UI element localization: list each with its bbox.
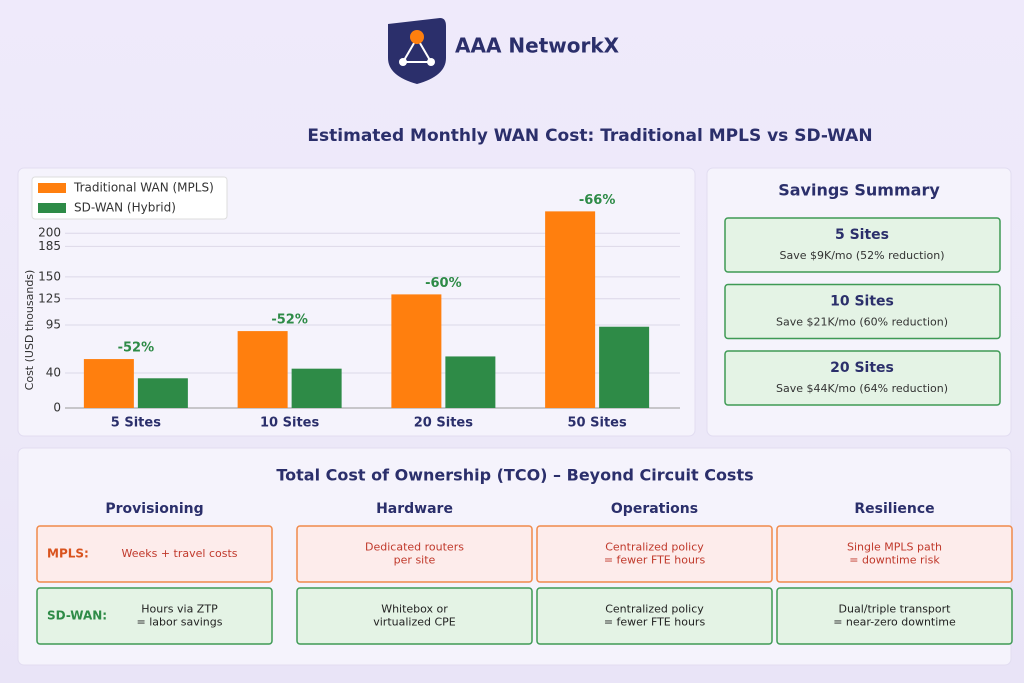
tco-box	[776, 587, 1013, 645]
tco-box	[36, 525, 273, 583]
tco-heading: Operations	[611, 501, 698, 517]
bar	[599, 326, 650, 408]
tco-text: virtualized CPE	[373, 616, 456, 629]
logo	[388, 18, 446, 84]
summary-item-text: Save $9K/mo (52% reduction)	[779, 249, 944, 262]
tco-text: Centralized policy	[605, 541, 704, 554]
summary-box	[724, 350, 1001, 406]
x-tick-label: 10 Sites	[260, 416, 319, 431]
tco-title: Total Cost of Ownership (TCO) – Beyond C…	[276, 466, 753, 485]
legend-swatch	[38, 183, 66, 193]
annotation: -66%	[579, 193, 616, 208]
tco-row-label: MPLS:	[47, 547, 89, 561]
bar	[545, 211, 596, 408]
y-tick-label: 200	[38, 226, 61, 240]
tco-text: = fewer FTE hours	[604, 616, 706, 629]
card	[17, 167, 696, 437]
tco-heading: Resilience	[854, 501, 934, 517]
legend-label: Traditional WAN (MPLS)	[73, 181, 214, 195]
tco-box	[536, 587, 773, 645]
x-tick-label: 20 Sites	[414, 416, 473, 431]
tco-text: Weeks + travel costs	[121, 547, 237, 560]
tco-text: = fewer FTE hours	[604, 554, 706, 567]
bar	[83, 359, 134, 408]
tco-text: Centralized policy	[605, 603, 704, 616]
y-tick-label: 185	[38, 239, 61, 253]
legend	[31, 176, 228, 220]
y-tick-label: 40	[46, 366, 61, 380]
summary-item-title: 5 Sites	[835, 227, 889, 243]
tco-text: Dual/triple transport	[839, 603, 952, 616]
tco-row-label: SD-WAN:	[47, 609, 107, 623]
tco-box	[536, 525, 773, 583]
tco-text: Dedicated routers	[365, 541, 464, 554]
tco-text: Hours via ZTP	[141, 603, 218, 616]
tco-text: Whitebox or	[381, 603, 448, 616]
bar	[291, 368, 342, 408]
summary-item-text: Save $44K/mo (64% reduction)	[776, 382, 948, 395]
y-tick-label: 95	[46, 317, 61, 331]
summary-item-text: Save $21K/mo (60% reduction)	[776, 316, 948, 329]
summary-box	[724, 283, 1001, 340]
bar	[237, 331, 288, 408]
summary-title: Savings Summary	[778, 181, 940, 200]
annotation: -60%	[425, 276, 462, 291]
tco-box	[296, 587, 533, 645]
y-axis-label: Cost (USD thousands)	[23, 270, 36, 391]
x-tick-label: 5 Sites	[111, 416, 161, 431]
summary-item-title: 20 Sites	[830, 360, 894, 376]
tco-box	[776, 525, 1013, 583]
bar	[445, 356, 496, 408]
tco-text: = labor savings	[137, 616, 223, 629]
tco-heading: Hardware	[376, 501, 453, 517]
page-title: Estimated Monthly WAN Cost: Traditional …	[307, 126, 872, 146]
summary-item-title: 10 Sites	[830, 294, 894, 310]
legend-swatch	[38, 203, 66, 213]
annotation: -52%	[118, 341, 155, 356]
tco-box	[296, 525, 533, 583]
tco-text: Single MPLS path	[847, 541, 942, 554]
y-tick-label: 150	[38, 269, 61, 283]
tco-text: = downtime risk	[849, 554, 940, 567]
y-tick-label: 0	[53, 401, 61, 415]
x-tick-label: 50 Sites	[568, 416, 627, 431]
tco-text: = near-zero downtime	[833, 616, 956, 629]
summary-box	[724, 217, 1001, 273]
tco-box	[36, 587, 273, 645]
tco-text: per site	[394, 554, 436, 567]
bar	[137, 378, 188, 408]
y-tick-label: 125	[38, 291, 61, 305]
tco-heading: Provisioning	[105, 501, 203, 517]
annotation: -52%	[271, 313, 308, 328]
legend-label: SD-WAN (Hybrid)	[74, 201, 176, 215]
bar	[391, 294, 442, 408]
brand: AAA NetworkX	[455, 34, 620, 58]
